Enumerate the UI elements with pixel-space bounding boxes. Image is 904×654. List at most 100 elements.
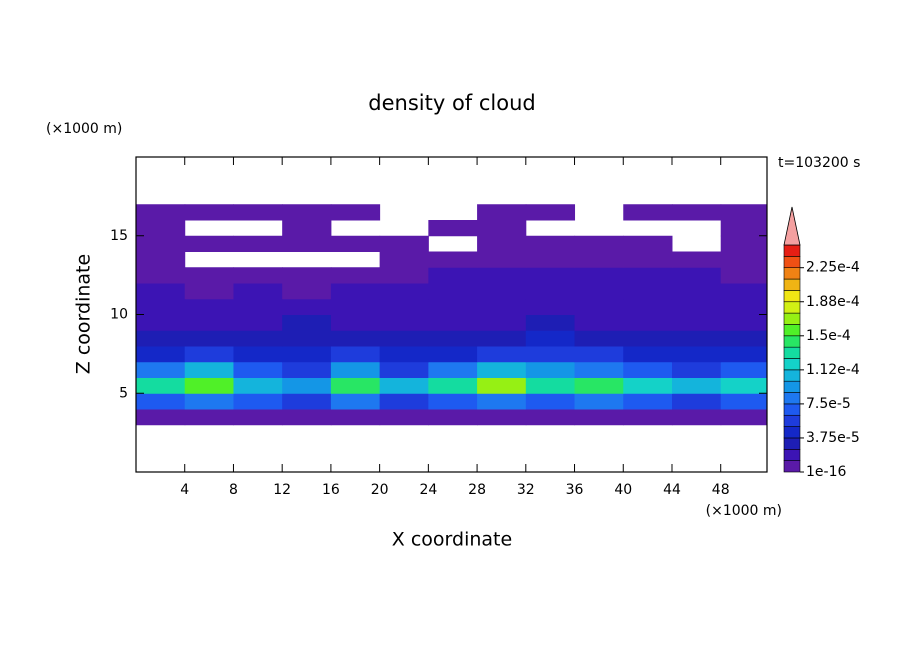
cell [282,377,332,394]
cell [525,393,576,410]
cell [184,298,234,315]
colorbar-box [783,267,801,280]
cell [282,267,332,284]
colorbar-box [783,256,801,269]
cell [379,330,429,347]
cell [428,330,478,347]
cell [184,409,234,426]
cell [233,283,283,300]
cell [477,251,527,268]
cell [574,314,624,331]
cell [623,330,673,347]
cell [477,283,527,300]
y-tick-label: 10 [110,307,128,323]
cell [623,361,673,378]
cell [720,330,767,347]
cell [720,235,767,252]
x-tick-label: 16 [322,482,340,498]
cell [184,235,234,252]
colorbar-label: 1.12e-4 [806,362,860,378]
cell [671,251,722,268]
cell [720,361,767,378]
cell [623,235,673,252]
cell [720,409,767,426]
cell [136,393,186,410]
cell [525,409,576,426]
x-axis-label: X coordinate [392,529,512,551]
cell [671,330,722,347]
cell [379,346,429,363]
cell [525,314,576,331]
colorbar-over [783,206,801,246]
cell [330,235,381,252]
cell [671,361,722,378]
cell [525,267,576,284]
cell [428,361,478,378]
cell [477,377,527,394]
cell [720,298,767,315]
colorbar-box [783,335,801,348]
cell [477,204,527,221]
x-tick-label: 24 [419,482,437,498]
cell [184,361,234,378]
cell [477,314,527,331]
cell [623,346,673,363]
colorbar-box [783,426,801,439]
cell [525,330,576,347]
colorbar-box [783,312,801,325]
cell [233,346,283,363]
cell [428,298,478,315]
cell [525,251,576,268]
cell [720,377,767,394]
x-unit: (×1000 m) [706,503,782,519]
cell [428,393,478,410]
cell [671,298,722,315]
cell [477,330,527,347]
cell [574,267,624,284]
cell [282,346,332,363]
cell [428,314,478,331]
colorbar-box [783,324,801,337]
cell [136,220,186,237]
cell [136,298,186,315]
cell [477,267,527,284]
cell [379,377,429,394]
cell [623,204,673,221]
cell [379,283,429,300]
cell [379,251,429,268]
x-tick-label: 36 [566,482,584,498]
chart-title: density of cloud [368,91,535,115]
cell [330,204,381,221]
colorbar-box [783,380,801,393]
colorbar-label: 2.25e-4 [806,260,860,276]
cell [671,314,722,331]
cell [671,267,722,284]
x-tick-label: 28 [468,482,486,498]
cell [233,298,283,315]
cell [233,330,283,347]
colorbar-box [783,278,801,291]
cell [282,409,332,426]
cell [184,393,234,410]
colorbar-box [783,460,801,473]
cell [136,330,186,347]
cell [671,204,722,221]
colorbar-box [783,369,801,382]
cell [525,235,576,252]
cell [330,267,381,284]
cell [574,377,624,394]
cell [136,409,186,426]
cell [282,235,332,252]
cell [671,409,722,426]
cell [574,393,624,410]
cell [233,235,283,252]
cell [477,346,527,363]
cell [574,409,624,426]
cell [574,298,624,315]
cell [379,361,429,378]
colorbar-box [783,437,801,450]
x-tick-label: 48 [712,482,730,498]
cell [671,393,722,410]
cell [477,220,527,237]
